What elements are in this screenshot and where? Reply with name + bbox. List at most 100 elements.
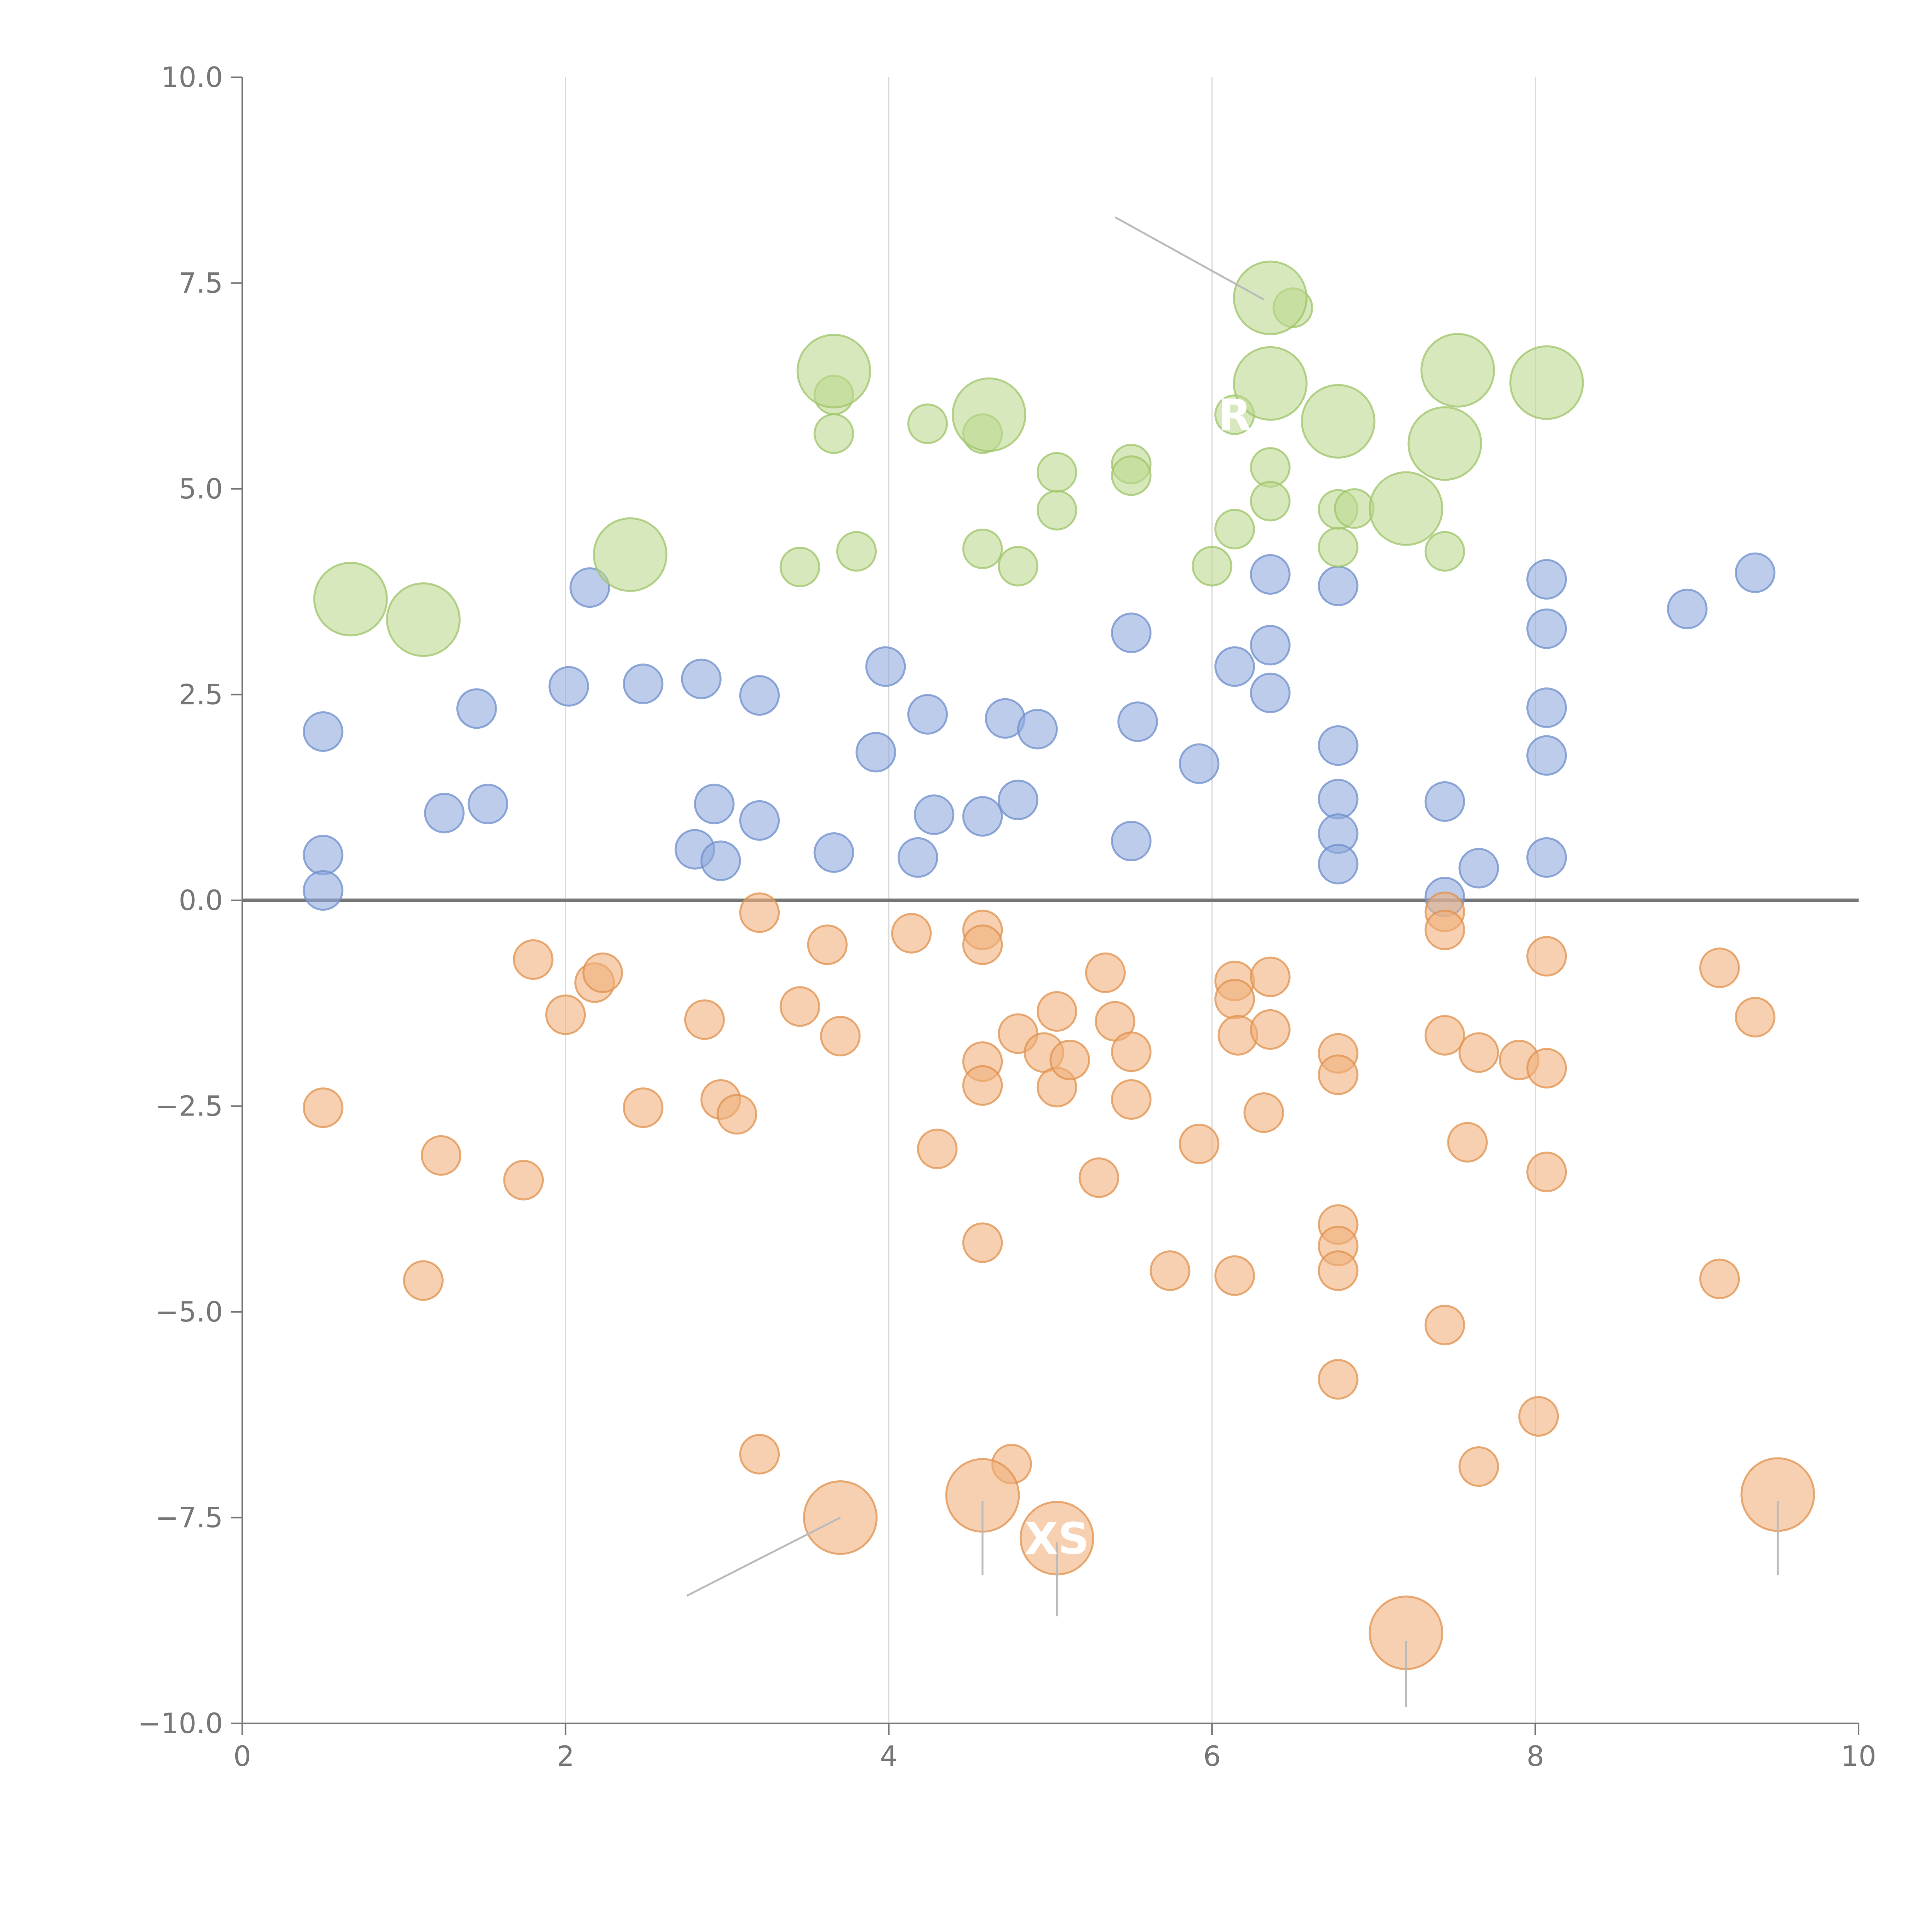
- x-tick-label: 0: [233, 1740, 251, 1772]
- annotation-label: XS: [1025, 1514, 1089, 1564]
- data-point-blue: [855, 732, 896, 773]
- data-point-blue: [1250, 554, 1291, 595]
- data-point-blue: [1667, 588, 1708, 629]
- data-point-blue: [1179, 743, 1219, 784]
- data-point-green: [813, 413, 854, 454]
- annotations: R XS: [1025, 390, 1252, 1564]
- data-point-green-large: [1301, 384, 1376, 459]
- data-point-green-large: [313, 561, 388, 636]
- data-point-orange: [820, 1015, 861, 1056]
- data-point-orange: [1424, 1304, 1465, 1345]
- data-point-orange: [1735, 997, 1776, 1037]
- data-point-green-large: [952, 377, 1027, 452]
- data-point-blue: [1526, 735, 1567, 776]
- data-point-green: [998, 546, 1039, 587]
- data-point-blue: [998, 779, 1039, 820]
- data-point-green-large: [1369, 471, 1444, 546]
- data-point-blue: [739, 800, 780, 841]
- data-point-blue: [303, 835, 344, 876]
- data-point-green: [779, 546, 820, 587]
- data-point-orange: [1214, 1255, 1255, 1296]
- series-orange: [303, 891, 1776, 1487]
- data-point-blue: [813, 832, 854, 873]
- data-points: [303, 260, 1815, 1670]
- data-point-green: [1424, 531, 1465, 572]
- data-point-orange: [1036, 991, 1077, 1032]
- y-tick-label: −2.5: [155, 1090, 223, 1122]
- leader-lines: [686, 216, 1779, 1707]
- data-point-orange: [545, 994, 586, 1035]
- leader-line: [686, 1517, 841, 1597]
- data-point-blue: [303, 711, 344, 752]
- data-point-orange: [1078, 1157, 1119, 1198]
- data-point-blue: [1526, 687, 1567, 728]
- data-point-orange: [1243, 1092, 1284, 1133]
- data-point-orange: [1447, 1122, 1488, 1163]
- data-point-blue: [739, 675, 780, 716]
- data-point-orange: [1699, 947, 1740, 988]
- data-point-orange: [1699, 1259, 1740, 1299]
- data-point-orange: [622, 1087, 663, 1128]
- y-tick-label: 5.0: [179, 473, 223, 505]
- y-tick-label: 2.5: [179, 679, 223, 711]
- data-point-green-large: [386, 582, 461, 657]
- data-point-blue: [1458, 848, 1499, 889]
- data-point-orange: [1526, 1151, 1567, 1192]
- data-point-blue: [424, 793, 465, 833]
- data-point-orange: [962, 924, 1003, 965]
- data-point-orange: [1526, 1048, 1567, 1089]
- data-point-green-large: [1509, 345, 1584, 420]
- data-point-green: [1036, 490, 1077, 531]
- y-tick-label: 10.0: [161, 61, 223, 94]
- data-point-orange: [891, 913, 932, 954]
- data-point-green: [1111, 455, 1152, 496]
- x-tick-label: 4: [880, 1740, 898, 1772]
- data-point-blue: [1318, 565, 1359, 606]
- data-point-orange: [1111, 1079, 1152, 1120]
- x-tick-label: 6: [1203, 1740, 1221, 1772]
- data-point-orange: [684, 999, 725, 1040]
- y-tick-label: 0.0: [179, 884, 223, 917]
- y-tick-label: 7.5: [179, 267, 223, 299]
- data-point-green: [836, 531, 877, 572]
- data-point-orange: [513, 939, 554, 980]
- data-point-orange: [1424, 1015, 1465, 1056]
- data-point-green: [962, 528, 1003, 569]
- data-point-blue: [1017, 709, 1058, 750]
- data-point-green-large: [796, 333, 871, 408]
- data-point-blue: [1735, 552, 1776, 593]
- y-tick-label: −7.5: [155, 1502, 223, 1534]
- data-point-green: [1214, 509, 1255, 549]
- data-point-orange: [1518, 1396, 1559, 1437]
- data-point-orange: [962, 1065, 1003, 1106]
- data-point-green-large: [593, 517, 668, 592]
- annotation-label: R: [1218, 390, 1251, 440]
- y-tick-label: −5.0: [155, 1296, 223, 1328]
- data-point-orange: [503, 1160, 544, 1201]
- series-orange-large: [803, 1457, 1815, 1670]
- data-point-green-large: [1233, 346, 1308, 421]
- data-point-orange: [582, 952, 623, 993]
- data-point-blue: [1318, 844, 1359, 884]
- data-point-blue: [622, 663, 663, 704]
- data-point-green: [1036, 452, 1077, 493]
- data-point-blue: [1111, 612, 1152, 653]
- data-point-blue: [303, 870, 344, 911]
- data-point-orange: [1318, 1250, 1359, 1291]
- data-point-blue: [1250, 672, 1291, 713]
- data-point-orange: [739, 892, 780, 933]
- data-point-orange: [716, 1094, 757, 1135]
- data-point-orange: [1150, 1250, 1190, 1291]
- data-point-blue: [1318, 779, 1359, 820]
- data-point-orange: [1085, 952, 1126, 993]
- data-point-orange: [1458, 1032, 1499, 1073]
- data-point-blue: [1117, 701, 1158, 742]
- data-point-green: [1318, 527, 1359, 568]
- data-point-blue: [1318, 725, 1359, 766]
- data-point-orange: [1318, 1054, 1359, 1095]
- data-point-blue: [1250, 625, 1291, 666]
- data-point-blue: [865, 646, 906, 687]
- data-point-green-large: [1420, 333, 1495, 408]
- data-point-blue: [1526, 559, 1567, 600]
- data-point-orange: [807, 924, 848, 965]
